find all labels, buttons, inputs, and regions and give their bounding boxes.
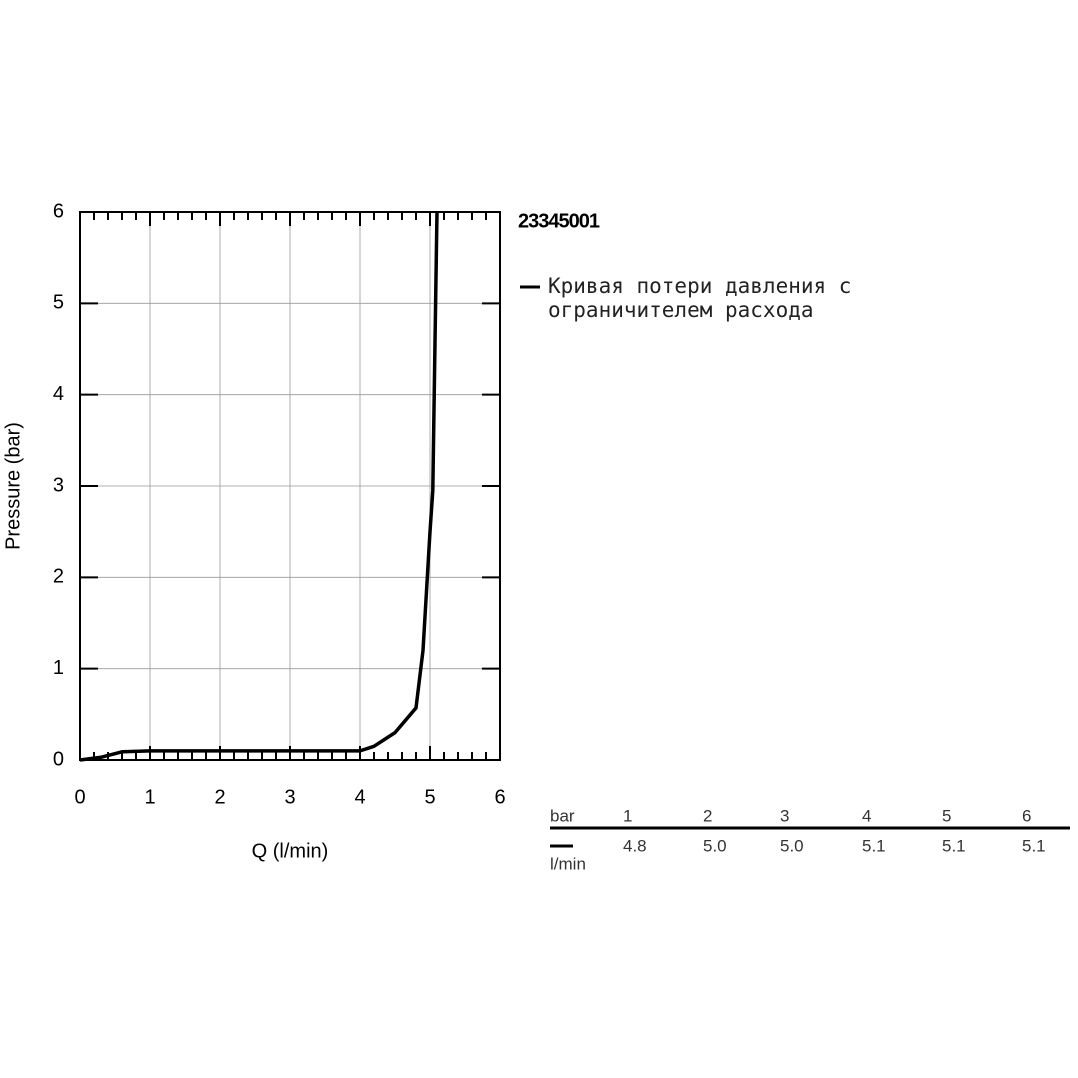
table-header: 2 (703, 806, 712, 825)
x-tick-label: 5 (424, 786, 435, 808)
y-tick-label: 2 (53, 566, 64, 588)
table-header: 1 (623, 806, 632, 825)
plot-frame (79, 211, 501, 761)
y-axis-label: Pressure (bar) (2, 422, 24, 550)
x-tick-label: 2 (214, 786, 225, 808)
table-cell: 5.0 (703, 836, 727, 855)
table-cell: 5.1 (862, 836, 886, 855)
table-cell: 5.0 (780, 836, 804, 855)
y-tick-label: 4 (53, 383, 64, 405)
legend-label: Кривая потери давления с ограничителем р… (548, 274, 852, 322)
x-tick-label: 6 (494, 786, 505, 808)
x-tick-label: 1 (144, 786, 155, 808)
y-tick-label: 0 (53, 748, 64, 770)
series-line (79, 211, 439, 762)
y-tick-label: 1 (53, 657, 64, 679)
table-header: 5 (942, 806, 951, 825)
chart-title: 23345001 (518, 210, 600, 232)
table-header: 6 (1022, 806, 1031, 825)
x-axis-label: Q (l/min) (252, 840, 329, 862)
table-header: 4 (862, 806, 871, 825)
table-cell: 5.1 (1022, 836, 1046, 855)
y-tick-label: 3 (53, 474, 64, 496)
y-tick-label: 5 (53, 292, 64, 314)
y-tick-label: 6 (53, 200, 64, 222)
table-cell: 4.8 (623, 836, 647, 855)
x-tick-label: 3 (284, 786, 295, 808)
x-tick-label: 4 (354, 786, 365, 808)
table-row-label: l/min (550, 854, 586, 873)
legend: Кривая потери давления с ограничителем р… (548, 274, 852, 322)
table-header: bar (550, 806, 575, 825)
x-tick-label: 0 (74, 786, 85, 808)
table-header: 3 (780, 806, 789, 825)
table-cell: 5.1 (942, 836, 966, 855)
